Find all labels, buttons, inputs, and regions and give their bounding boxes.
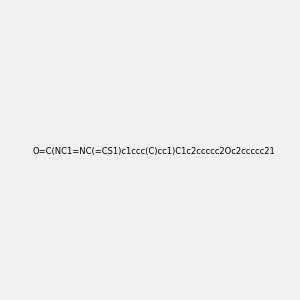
Text: O=C(NC1=NC(=CS1)c1ccc(C)cc1)C1c2ccccc2Oc2ccccc21: O=C(NC1=NC(=CS1)c1ccc(C)cc1)C1c2ccccc2Oc… — [32, 147, 275, 156]
